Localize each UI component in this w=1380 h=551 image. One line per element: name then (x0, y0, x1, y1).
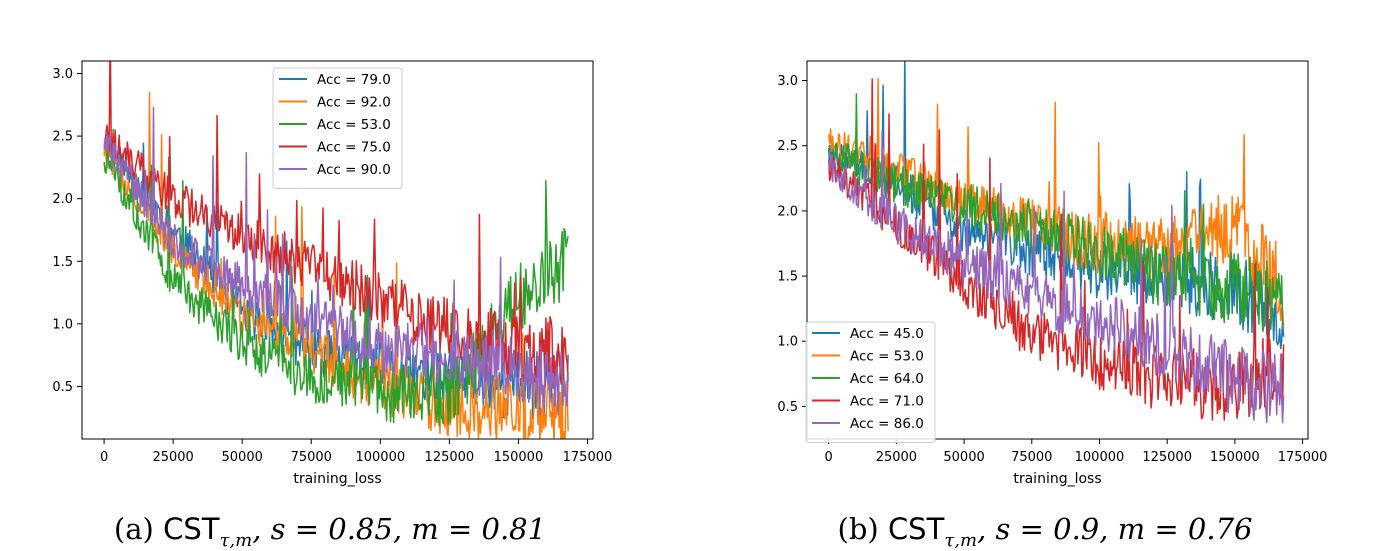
x-tick-label: 175000 (1278, 450, 1328, 465)
plot-area (827, 61, 1285, 424)
x-tick-label: 75000 (1011, 450, 1052, 465)
y-tick-label: 1.5 (777, 270, 798, 285)
x-tick-label: 0 (100, 450, 108, 465)
series-line-5 (103, 106, 569, 417)
caption-b-cst: CST (887, 512, 945, 546)
legend-label: Acc = 45.0 (850, 326, 924, 342)
x-tick-label: 25000 (152, 450, 193, 465)
x-tick-label: 25000 (876, 450, 917, 465)
legend-label: Acc = 71.0 (850, 394, 924, 410)
legend-label: Acc = 53.0 (317, 117, 391, 133)
legend-label: Acc = 92.0 (317, 95, 391, 111)
y-tick-label: 0.5 (52, 380, 73, 395)
series-line-3 (828, 93, 1285, 333)
legend-label: Acc = 90.0 (317, 162, 391, 178)
caption-b-sub: τ,m (944, 529, 978, 551)
x-tick-label: 125000 (425, 450, 475, 465)
x-tick-label: 50000 (222, 450, 263, 465)
legend-label: Acc = 53.0 (850, 349, 924, 365)
x-tick-label: 100000 (1075, 450, 1125, 465)
x-tick-label: 125000 (1142, 450, 1192, 465)
x-tick-label: 0 (825, 450, 833, 465)
chart-b: 0 25000 50000 75000 100000 125000 150000 175000… (777, 60, 1328, 487)
axes-frame (806, 60, 1309, 440)
x-tick-label: 150000 (1210, 450, 1260, 465)
y-tick-label: 3.0 (777, 74, 798, 89)
plot-area (103, 61, 569, 439)
y-tick-label: 1.0 (52, 317, 73, 332)
caption-a-params: , s = 0.85, m = 0.81 (252, 512, 547, 546)
x-axis-label: training_loss (1013, 471, 1101, 487)
series-line-4 (103, 61, 569, 392)
legend-label: Acc = 86.0 (850, 416, 924, 432)
axes-frame (81, 60, 594, 440)
y-tick-label: 3.0 (52, 67, 73, 82)
x-axis-label: training_loss (293, 471, 381, 487)
y-tick-label: 0.5 (777, 400, 798, 415)
x-tick-label: 175000 (563, 450, 613, 465)
legend-label: Acc = 64.0 (850, 371, 924, 387)
caption-a-sub: τ,m (219, 529, 253, 551)
legend-box (805, 321, 936, 443)
legend-label: Acc = 79.0 (317, 72, 391, 88)
series-line-5 (827, 130, 1285, 424)
y-tick-label: 2.5 (52, 130, 73, 145)
x-tick-label: 150000 (494, 450, 544, 465)
caption-a-cst: CST (163, 512, 220, 546)
x-tick-label: 75000 (291, 450, 332, 465)
caption-b-prefix: (b) (837, 512, 888, 546)
y-tick-label: 1.0 (777, 335, 798, 350)
legend: Acc = 45.0 Acc = 53.0 Acc = 64.0 Acc = 71.0… (805, 321, 936, 443)
y-tick-label: 1.5 (52, 255, 73, 270)
caption-a: (a) CSTτ,m, s = 0.85, m = 0.81 (114, 512, 546, 551)
legend: Acc = 79.0 Acc = 92.0 Acc = 53.0 Acc = 75.0… (272, 67, 403, 189)
y-tick-label: 2.5 (777, 139, 798, 154)
caption-a-prefix: (a) (113, 512, 164, 546)
x-tick-label: 50000 (943, 450, 984, 465)
x-tick-label: 100000 (355, 450, 405, 465)
caption-b-params: , s = 0.9, m = 0.76 (977, 512, 1253, 546)
legend-label: Acc = 75.0 (317, 140, 391, 156)
legend-box (272, 67, 403, 189)
y-tick-label: 2.0 (52, 192, 73, 207)
caption-b: (b) CSTτ,m, s = 0.9, m = 0.76 (838, 512, 1253, 551)
chart-a: 0 25000 50000 75000 100000 125000 150000 175000… (52, 60, 613, 487)
y-tick-label: 2.0 (777, 204, 798, 219)
